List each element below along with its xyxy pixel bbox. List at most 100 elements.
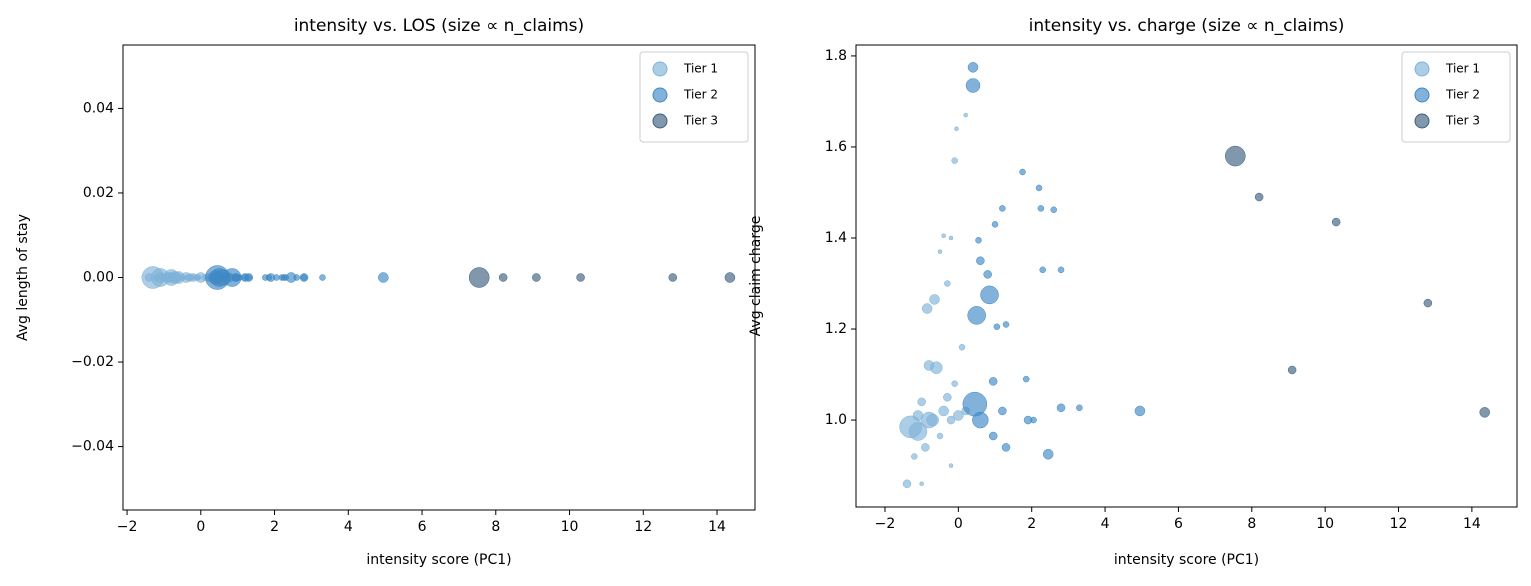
scatter-point [948,463,954,468]
scatter-point [988,431,998,441]
scatter-point [902,479,912,489]
scatter-point [576,273,585,282]
scatter-point [280,274,288,281]
x-tick-label: 12 [634,519,652,535]
scatter-point [999,205,1006,212]
legend-label: Tier 3 [683,114,718,128]
scatter-point [163,273,172,282]
scatter-point [967,62,979,73]
y-tick-label: 0.02 [83,185,114,201]
scatter-point [1050,206,1057,214]
scatter-point [1076,404,1083,412]
x-tick-label: 4 [344,519,353,535]
x-tick-label: 0 [954,516,963,532]
scatter-point [1057,266,1065,274]
scatter-point [1042,448,1054,460]
scatter-point [983,270,992,279]
scatter-point [273,274,280,281]
scatter-point [965,78,981,93]
scatter-point [936,432,944,440]
scatter-point [917,397,926,407]
legend-label: Tier 3 [1445,114,1480,128]
legend-marker [1414,61,1430,77]
scatter-point [532,273,541,282]
scatter-point [911,453,918,460]
scatter-point [993,323,1001,331]
x-tick-label: 12 [1390,516,1408,532]
x-axis-label: intensity score (PC1) [1114,552,1259,568]
scatter-point [951,157,958,164]
scatter-point [923,360,935,371]
scatter-point [378,272,389,283]
scatter-point [1331,217,1341,227]
scatter-point [240,273,250,282]
scatter-point [958,343,966,351]
y-tick-label: 1.6 [825,139,847,155]
legend-label: Tier 1 [683,62,718,76]
scatter-point [954,126,959,132]
scatter-point [468,267,490,288]
x-tick-label: 14 [1463,516,1481,532]
scatter-point [926,413,939,427]
scatter-point [944,280,951,287]
scatter-point [189,273,198,282]
chart-title: intensity vs. LOS (size ∝ n_claims) [294,16,584,36]
y-tick-label: 1.0 [825,412,847,428]
scatter-point [1022,375,1030,383]
scatter-point [1002,321,1010,328]
x-tick-label: 0 [196,519,205,535]
x-tick-label: 14 [708,519,726,535]
x-tick-label: 6 [1174,516,1183,532]
scatter-point [976,256,985,266]
legend-label: Tier 2 [683,88,718,102]
y-tick-label: 1.4 [825,230,847,246]
x-tick-label: 8 [1247,516,1256,532]
scatter-point [1134,405,1146,417]
scatter-point [498,273,508,282]
scatter-point [668,273,678,282]
plot-frame [122,44,756,511]
scatter-point [262,274,269,281]
y-axis-label: Avg length of stay [15,214,31,341]
scatter-point [1423,298,1433,308]
scatter-point [951,380,958,387]
scatter-point [1056,403,1066,413]
x-tick-label: −2 [117,519,138,535]
y-tick-label: 1.8 [825,48,847,64]
scatter-point [963,112,968,118]
scatter-point [980,285,999,305]
y-tick-label: −0.04 [71,439,114,455]
scatter-point [724,272,736,283]
scatter-point [975,237,982,244]
x-tick-label: 2 [270,519,279,535]
scatter-point [1479,407,1490,418]
x-tick-label: 2 [1027,516,1036,532]
x-tick-label: 4 [1101,516,1110,532]
plot-frame [855,44,1518,508]
scatter-point [1030,416,1037,424]
scatter-point [218,273,228,282]
chart-title: intensity vs. charge (size ∝ n_claims) [1029,16,1345,36]
y-tick-label: −0.02 [71,354,114,370]
scatter-point [319,274,326,281]
scatter-point [1037,205,1045,212]
legend-label: Tier 1 [1445,62,1480,76]
legend-marker [1414,87,1430,103]
scatter-point [921,303,933,314]
scatter-point [937,249,943,254]
y-tick-label: 0.04 [83,100,114,116]
scatter-point [998,406,1007,416]
scatter-point [908,422,928,441]
scatter-point [1287,365,1297,375]
scatter-point [1001,443,1011,452]
y-tick-label: 0.00 [83,270,114,286]
legend-marker [652,61,668,77]
scatter-point [948,235,954,241]
scatter-point [943,393,952,402]
scatter-point [921,443,930,452]
x-tick-label: 10 [561,519,579,535]
scatter-point [972,411,989,429]
scatter-point [991,221,999,228]
scatter-point [988,377,998,386]
